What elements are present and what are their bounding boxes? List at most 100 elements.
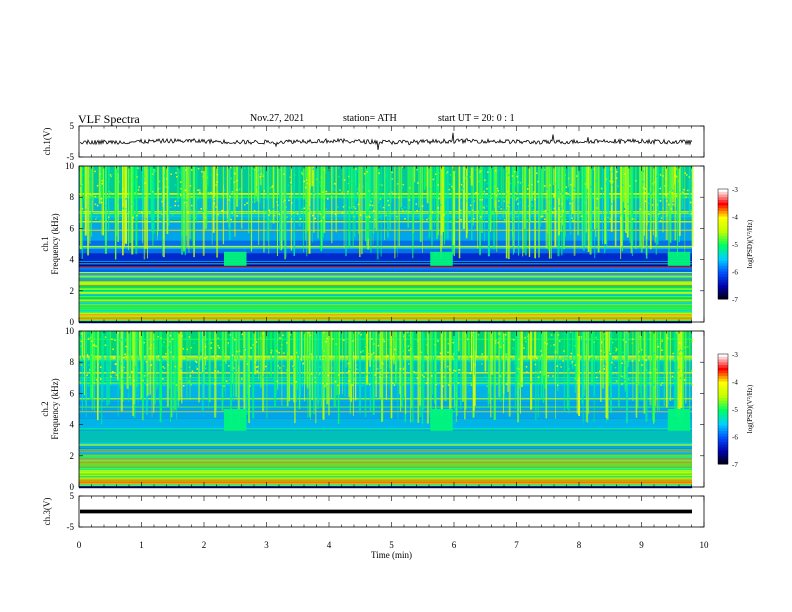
speckle-dot <box>287 184 290 187</box>
sferic-streak <box>84 166 87 236</box>
sferic-streak <box>639 166 642 246</box>
speckle-dot <box>276 204 279 207</box>
speckle-dot <box>98 353 100 355</box>
speckle-dot <box>125 345 127 348</box>
narrowband-line <box>79 356 692 358</box>
sferic-streak <box>523 166 525 253</box>
speckle-dot <box>418 214 421 217</box>
speckle-dot <box>105 197 107 199</box>
speckle-dot <box>273 214 276 217</box>
speckle-dot <box>516 371 518 374</box>
sferic-streak <box>152 166 155 234</box>
speckle-dot <box>429 213 431 215</box>
speckle-dot <box>322 216 325 219</box>
speckle-dot <box>391 171 394 174</box>
speckle-dot <box>433 184 436 187</box>
sferic-streak <box>493 166 495 199</box>
speckle-dot <box>213 355 216 357</box>
speckle-dot <box>437 211 439 213</box>
speckle-dot <box>130 370 133 373</box>
speckle-dot <box>165 353 167 355</box>
narrowband-line <box>79 212 692 215</box>
narrowband-line <box>79 261 692 263</box>
sferic-streak <box>317 166 319 239</box>
sferic-streak <box>562 166 565 250</box>
speckle-dot <box>392 382 394 384</box>
speckle-dot <box>330 384 333 387</box>
sferic-streak <box>635 166 637 250</box>
speckle-dot <box>316 200 318 202</box>
speckle-dot <box>272 184 274 187</box>
sferic-streak <box>563 331 565 413</box>
speckle-dot <box>355 368 358 370</box>
speckle-dot <box>628 360 630 362</box>
narrowband-line <box>79 287 692 290</box>
speckle-dot <box>649 371 652 374</box>
speckle-dot <box>217 355 219 357</box>
sferic-streak <box>527 331 530 360</box>
speckle-dot <box>565 192 567 194</box>
speckle-dot <box>416 377 419 379</box>
speckle-dot <box>448 368 451 371</box>
speckle-dot <box>107 344 109 346</box>
speckle-dot <box>278 351 280 354</box>
speckle-dot <box>101 333 104 335</box>
sferic-streak <box>487 166 490 257</box>
speckle-dot <box>560 216 562 218</box>
speckle-dot <box>622 166 625 168</box>
speckle-dot <box>653 368 655 370</box>
speckle-dot <box>354 331 356 334</box>
speckle-dot <box>592 355 595 357</box>
speckle-dot <box>431 211 434 214</box>
speckle-dot <box>260 172 262 175</box>
speckle-dot <box>213 200 216 202</box>
speckle-dot <box>297 356 299 358</box>
sferic-streak <box>524 166 527 256</box>
colorbar-cell <box>718 216 728 220</box>
speckle-dot <box>605 182 607 185</box>
y-axis-label-channel: ch.2 <box>40 401 50 416</box>
colorbar-label: log(PSD)(V²/Hz) <box>746 219 754 268</box>
speckle-dot <box>158 180 161 183</box>
speckle-dot <box>132 202 134 205</box>
sferic-streak <box>135 331 137 355</box>
sferic-streak <box>398 166 400 247</box>
speckle-dot <box>631 338 634 340</box>
speckle-dot <box>543 169 546 171</box>
speckle-dot <box>676 363 678 365</box>
speckle-dot <box>338 175 340 178</box>
speckle-dot <box>279 337 281 339</box>
speckle-dot <box>225 194 227 196</box>
sferic-streak <box>449 331 452 405</box>
speckle-dot <box>614 366 617 369</box>
sferic-streak <box>177 331 178 392</box>
speckle-dot <box>98 361 100 363</box>
speckle-dot <box>561 192 564 195</box>
sferic-streak <box>498 331 501 398</box>
sferic-streak <box>223 331 225 351</box>
emission-blobs <box>224 409 691 431</box>
colorbar-cell <box>718 406 728 410</box>
colorbar-cell <box>718 422 728 426</box>
speckle-dot <box>121 378 124 381</box>
sferic-streak <box>500 166 503 207</box>
sferic-streak <box>313 331 316 415</box>
speckle-dot <box>201 192 203 195</box>
speckle-dot <box>144 195 146 197</box>
sferic-streak <box>303 166 304 253</box>
speckle-dot <box>251 201 253 203</box>
speckle-dot <box>184 337 187 340</box>
speckle-dot <box>310 356 312 359</box>
speckle-dot <box>266 183 268 185</box>
speckle-dot <box>609 381 612 384</box>
speckle-dot <box>232 212 235 215</box>
sferic-streak <box>508 331 511 417</box>
speckle-dot <box>612 352 615 354</box>
speckle-dot <box>229 334 232 336</box>
sferic-streak <box>151 166 154 232</box>
colorbar-cell <box>718 428 728 432</box>
speckle-dot <box>80 168 83 171</box>
speckle-dot <box>511 217 514 219</box>
speckle-dot <box>348 175 350 178</box>
